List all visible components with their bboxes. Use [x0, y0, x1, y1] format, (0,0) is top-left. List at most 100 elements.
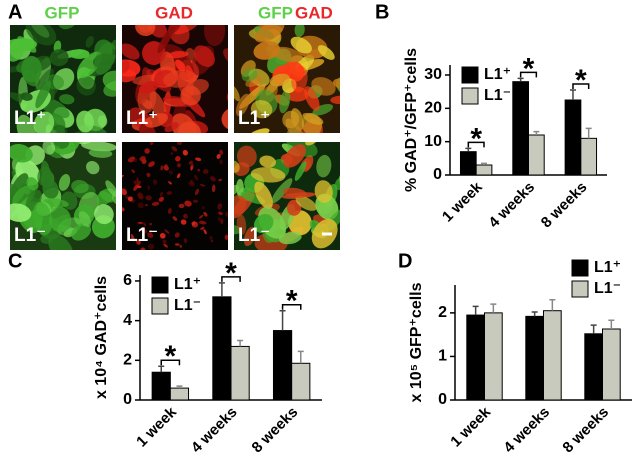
- cell-blob: [290, 36, 312, 54]
- cell-blob: [132, 158, 138, 163]
- bar: [169, 387, 190, 401]
- legend-swatch: [151, 297, 169, 315]
- cell-blob: [32, 201, 53, 236]
- cell-blob: [191, 221, 199, 228]
- cell-blob: [76, 75, 96, 96]
- cell-blob: [102, 70, 116, 91]
- bar: [564, 99, 582, 176]
- x-tick-label: 4 weeks: [485, 179, 538, 232]
- micrograph: [10, 142, 116, 250]
- cell-blob: [81, 142, 116, 152]
- cell-blob: [131, 169, 135, 174]
- error-bar: [569, 89, 576, 100]
- cell-blob: [175, 59, 186, 72]
- cell-blob: [269, 73, 290, 87]
- cell-blob: [94, 42, 116, 75]
- cell-blob: [144, 113, 168, 128]
- cell-blob: [145, 204, 148, 207]
- cell-blob: [78, 211, 92, 228]
- cell-blob: [71, 179, 89, 194]
- cell-blob: [248, 128, 270, 133]
- cell-blob: [200, 226, 205, 230]
- cell-blob: [85, 35, 94, 48]
- cell-blob: [167, 208, 172, 214]
- x-tick-label: 1 week: [447, 403, 494, 450]
- cell-blob: [204, 25, 226, 47]
- cell-blob: [179, 244, 182, 248]
- cell-blob: [163, 243, 168, 248]
- cell-blob: [185, 214, 188, 218]
- bar: [230, 345, 250, 401]
- image-header: GFP: [258, 3, 293, 22]
- cell-blob: [174, 232, 180, 238]
- cell-blob: [235, 93, 250, 117]
- legend-label: L1⁻: [484, 87, 511, 104]
- significance-marker: *: [575, 64, 587, 97]
- y-tick-label: 0: [433, 166, 442, 183]
- y-tick-label: 4: [123, 312, 132, 329]
- cell-blob: [317, 45, 335, 60]
- cell-blob: [176, 163, 181, 168]
- cell-blob: [143, 222, 147, 227]
- cell-blob: [330, 95, 340, 105]
- cell-blob: [200, 184, 206, 187]
- cell-blob: [167, 25, 182, 34]
- cell-blob: [149, 229, 153, 233]
- cell-blob: [162, 255, 167, 261]
- cell-blob: [278, 231, 302, 245]
- error-bar: [481, 162, 488, 165]
- cell-blob: [122, 69, 137, 83]
- legend-label: L1⁺: [484, 66, 511, 83]
- y-tick-label: 20: [424, 100, 442, 117]
- row-label: L1⁻: [126, 225, 158, 246]
- cell-blob: [184, 200, 192, 207]
- cell-blob: [198, 220, 207, 225]
- cell-blob: [192, 199, 199, 203]
- legend-swatch: [461, 87, 479, 105]
- cell-blob: [49, 124, 68, 133]
- cell-blob: [135, 25, 156, 37]
- cell-blob: [151, 201, 160, 206]
- cell-blob: [188, 181, 196, 187]
- panel-label: C: [8, 250, 22, 272]
- x-tick-label: 1 week: [439, 178, 486, 225]
- cell-blob: [190, 161, 194, 167]
- significance-marker: *: [523, 52, 535, 85]
- cell-blob: [158, 196, 164, 202]
- micrograph: [234, 142, 340, 250]
- cell-blob: [166, 51, 189, 59]
- cell-blob: [136, 239, 141, 245]
- cell-blob: [168, 181, 172, 185]
- bar: [151, 371, 171, 401]
- significance-marker: *: [164, 340, 176, 373]
- micrograph: [122, 25, 228, 133]
- error-bar: [585, 127, 592, 139]
- cell-blob: [160, 165, 164, 171]
- row-label: L1⁺: [126, 108, 158, 129]
- cell-blob: [139, 122, 157, 133]
- cell-blob: [220, 218, 224, 225]
- cell-blob: [148, 161, 155, 168]
- legend-swatch: [571, 259, 589, 277]
- micrographs: L1⁺ L1⁻ L1⁺ L1⁻ L1⁺ L1⁻: [10, 25, 340, 261]
- cell-blob: [35, 80, 51, 109]
- cell-blob: [140, 247, 146, 250]
- x-tick-label: 4 weeks: [188, 404, 241, 457]
- error-bar: [517, 77, 524, 82]
- cell-blob: [125, 195, 129, 199]
- y-axis-label: x 10⁵ GFP⁺cells: [408, 282, 425, 402]
- significance-bracket: [519, 71, 538, 78]
- cell-blob: [314, 180, 333, 203]
- cell-blob: [234, 224, 242, 235]
- cell-blob: [253, 213, 274, 234]
- cell-blob: [86, 160, 100, 175]
- cell-blob: [105, 180, 116, 198]
- cell-blob: [253, 41, 280, 60]
- cell-blob: [243, 226, 256, 247]
- cell-blob: [20, 92, 33, 101]
- cell-blob: [137, 192, 144, 200]
- cell-blob: [144, 148, 150, 154]
- y-tick-label: 10: [424, 133, 442, 150]
- cell-blob: [150, 142, 154, 146]
- cell-blob: [218, 178, 222, 182]
